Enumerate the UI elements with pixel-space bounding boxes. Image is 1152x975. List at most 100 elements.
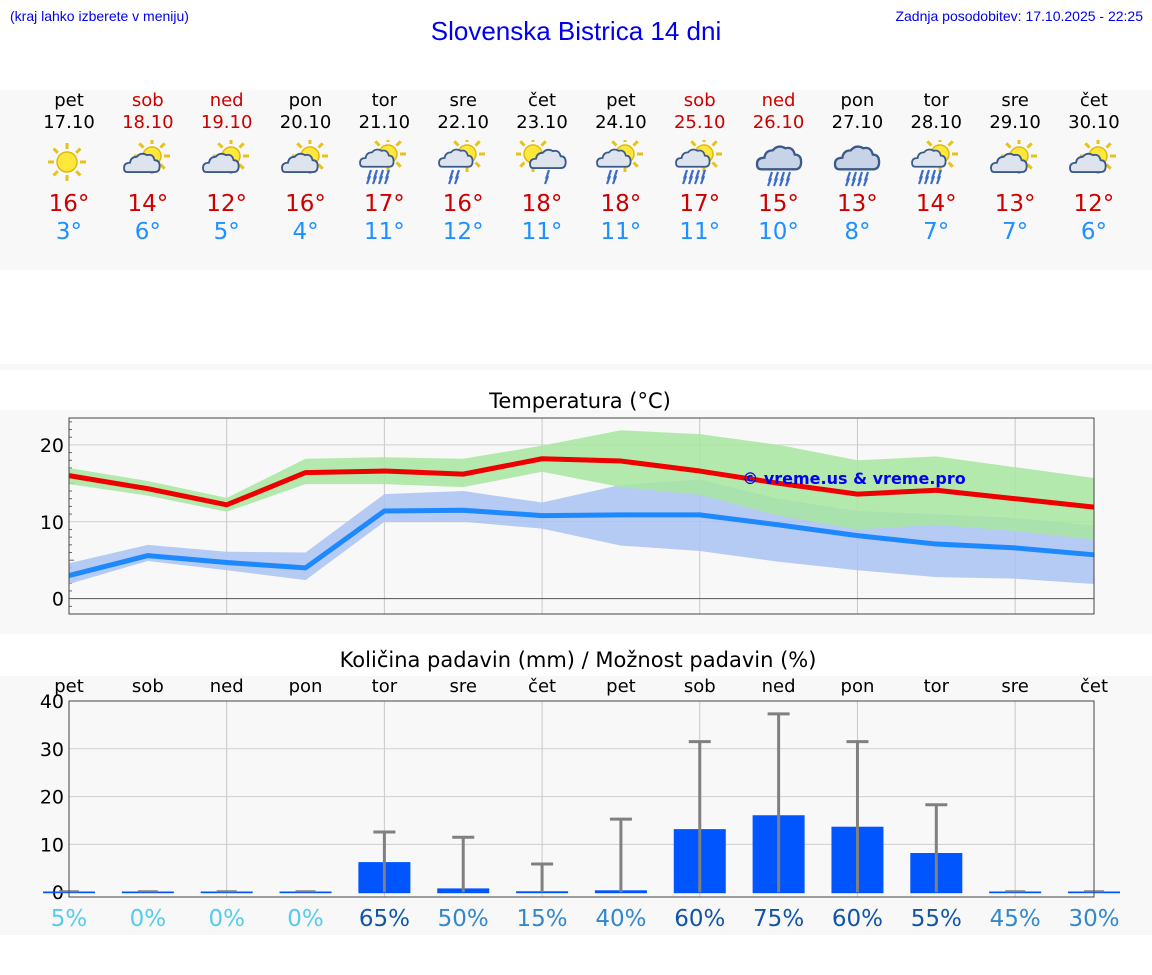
precipitation-probability: 0% — [287, 906, 324, 932]
precipitation-probability: 40% — [595, 906, 646, 932]
max-temperature: 16° — [442, 191, 484, 217]
precipitation-probability: 50% — [438, 906, 489, 932]
x-category-label: pet — [54, 676, 84, 697]
min-temperature: 11° — [679, 219, 721, 245]
day-name: pet — [606, 90, 636, 111]
precipitation-probability: 5% — [51, 906, 88, 932]
sun-icon — [29, 140, 109, 188]
max-temperature-line — [68, 456, 1095, 510]
precipitation-probability: 60% — [832, 906, 883, 932]
day-date: 27.10 — [831, 112, 884, 133]
precipitation-probability: 55% — [911, 906, 962, 932]
min-temperature: 7° — [923, 219, 950, 245]
max-temperature: 15° — [758, 191, 799, 217]
day-forecast: tor 28.10 14° 7° — [896, 90, 976, 246]
max-temperature-range — [69, 430, 1094, 540]
x-category-label: ned — [210, 676, 244, 697]
x-category-label: pet — [606, 676, 636, 697]
x-category-label: sre — [449, 676, 476, 697]
x-category-label: čet — [528, 676, 556, 697]
sun-cloud-drizzle-icon — [502, 140, 582, 188]
precipitation-probability: 75% — [753, 906, 804, 932]
day-forecast: sob 25.10 17° 11° — [660, 90, 740, 246]
day-name: tor — [371, 90, 398, 111]
min-temperature-line — [68, 507, 1095, 578]
temperature-chart: Temperatura (°C) 0 10 20 © vreme.us & vreme.… — [40, 389, 1095, 615]
x-category-label: tor — [924, 676, 950, 697]
precipitation-probability: 0% — [208, 906, 245, 932]
cloud-rain-icon — [739, 140, 819, 188]
last-updated: Zadnja posodobitev: 17.10.2025 - 22:25 — [895, 8, 1143, 24]
partly-cloudy-icon — [108, 140, 188, 188]
max-temperature: 14° — [127, 191, 169, 217]
partly-cloudy-icon — [187, 140, 267, 188]
y-tick-label: 20 — [40, 435, 64, 457]
day-forecast: sob 18.10 14° 6° — [108, 90, 188, 246]
precipitation-chart: Količina padavin (mm) / Možnost padavin … — [40, 648, 1120, 932]
plot-frame — [68, 700, 1095, 898]
partly-cloudy-icon — [975, 140, 1055, 188]
day-name: sre — [449, 90, 477, 111]
min-temperature: 6° — [1080, 219, 1107, 245]
day-date: 30.10 — [1068, 112, 1120, 133]
y-tick-label: 40 — [40, 691, 64, 713]
y-tick-label: 0 — [52, 589, 64, 611]
day-date: 20.10 — [279, 112, 332, 133]
precipitation-probability: 30% — [1068, 906, 1119, 932]
max-temperature: 13° — [837, 191, 878, 217]
partly-cloudy-icon — [266, 140, 346, 188]
max-temperature: 16° — [285, 191, 326, 217]
day-forecast: pet 24.10 18° 11° — [581, 90, 661, 246]
day-date: 26.10 — [752, 112, 805, 133]
min-temperature: 4° — [292, 219, 319, 245]
max-temperature: 12° — [206, 191, 248, 217]
x-category-label: sre — [1001, 676, 1028, 697]
max-temperature: 13° — [994, 191, 1036, 217]
x-category-label: pon — [841, 676, 875, 697]
day-name: pon — [840, 90, 875, 111]
day-name: ned — [761, 90, 796, 111]
precipitation-bar — [200, 891, 253, 894]
x-category-label: sob — [684, 676, 716, 697]
y-tick-label: 30 — [40, 739, 64, 761]
location-hint: (kraj lahko izberete v meniju) — [10, 8, 189, 24]
precipitation-probability: 60% — [674, 906, 725, 932]
min-temperature: 11° — [363, 219, 405, 245]
day-date: 25.10 — [673, 112, 726, 133]
day-date: 28.10 — [910, 112, 962, 133]
day-forecast: pon 20.10 16° 4° — [266, 90, 346, 246]
day-name: sob — [683, 90, 716, 111]
partly-cloudy-icon — [1054, 140, 1134, 188]
day-date: 18.10 — [122, 112, 174, 133]
min-temperature: 11° — [521, 219, 563, 245]
min-temperature: 7° — [1002, 219, 1029, 245]
day-forecast: ned 19.10 12° 5° — [187, 90, 267, 246]
min-temperature: 8° — [844, 219, 871, 245]
day-forecast: sre 29.10 13° 7° — [975, 90, 1055, 246]
plot-frame — [68, 417, 1095, 615]
max-temperature: 14° — [915, 191, 957, 217]
day-name: čet — [1079, 90, 1108, 111]
precipitation-bar — [279, 891, 332, 894]
x-category-label: sob — [132, 676, 164, 697]
day-date: 23.10 — [516, 112, 568, 133]
precipitation-bar — [516, 891, 569, 894]
day-name: pet — [54, 90, 84, 111]
precipitation-probability: 15% — [517, 906, 568, 932]
day-forecast: ned 26.10 15° 10° — [739, 90, 819, 246]
day-name: ned — [209, 90, 244, 111]
day-name: sob — [131, 90, 164, 111]
x-category-label: ned — [762, 676, 796, 697]
x-category-label: čet — [1080, 676, 1108, 697]
cloud-rain-icon — [817, 140, 897, 188]
day-date: 21.10 — [358, 112, 411, 133]
page-title: Slovenska Bistrica 14 dni — [430, 16, 722, 46]
precipitation-bar — [989, 891, 1042, 894]
day-forecast: tor 21.10 17° 11° — [344, 90, 424, 246]
precipitation-probability: 0% — [130, 906, 167, 932]
day-name: tor — [923, 90, 949, 111]
y-tick-label: 10 — [40, 834, 64, 856]
copyright-watermark: © vreme.us & vreme.pro — [742, 469, 965, 488]
max-temperature: 18° — [600, 191, 642, 217]
sun-rain-icon — [660, 140, 740, 188]
